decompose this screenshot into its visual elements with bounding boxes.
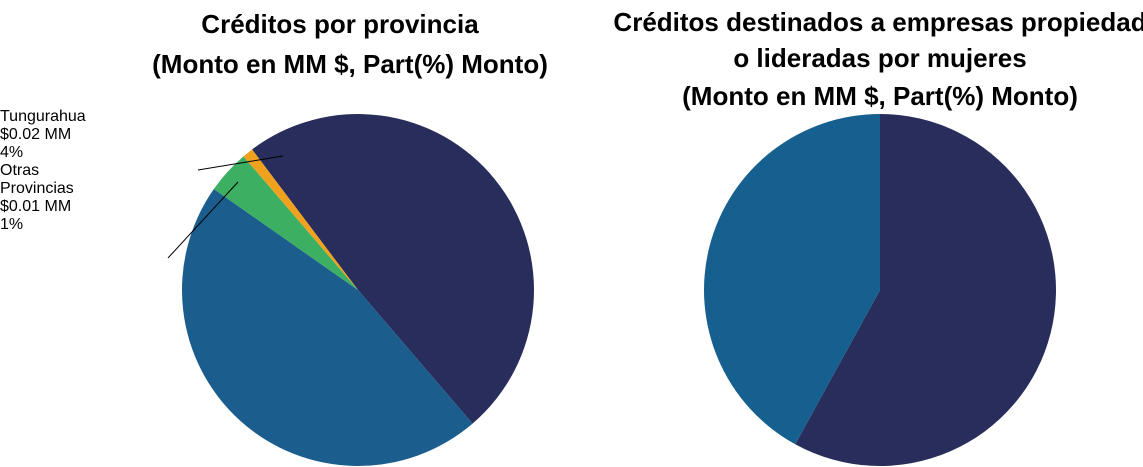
slice-label: Otras Provincias $0.01 MM 1%	[0, 162, 110, 234]
chart-subtitle: (Monto en MM $, Part(%) Monto)	[152, 49, 548, 79]
amount-label: $0.33 MM	[0, 262, 61, 317]
amount-label: $0.24 MM	[0, 374, 61, 429]
pie-slice	[181, 189, 473, 467]
percent-label: 46%	[0, 90, 33, 107]
leader-line	[167, 181, 239, 259]
leader-line	[197, 155, 284, 171]
amount-label: $0.02 MM	[0, 126, 72, 143]
pie-slice	[704, 114, 880, 445]
slice-label: Pichincha $0.28 MM 49%	[0, 0, 1143, 54]
slice-label: Si $0.33 MM 58%	[0, 234, 80, 346]
slice-label: Guayas $0.27 MM 46%	[0, 54, 1143, 108]
amount-label: $0.28 MM	[0, 18, 72, 35]
chart-title: Créditos por provincia	[201, 9, 479, 39]
percent-label: 49%	[0, 36, 33, 53]
category-label: Pichincha	[0, 0, 70, 17]
amount-label: $0.27 MM	[0, 72, 72, 89]
category-label: Otras Provincias	[0, 162, 74, 197]
percent-label: 1%	[0, 216, 24, 233]
pie-slice	[243, 149, 358, 290]
slice-label: Tungurahua $0.02 MM 4%	[0, 108, 1143, 162]
percent-label: 42%	[0, 430, 49, 457]
percent-label: 4%	[0, 144, 24, 161]
amount-label: $0.01 MM	[0, 198, 72, 215]
category-label: Guayas	[0, 54, 56, 71]
slice-label: No $0.24 MM 42%	[0, 346, 80, 458]
category-label: No	[0, 346, 32, 373]
chart-subtitle: (Monto en MM $, Part(%) Monto)	[682, 81, 1078, 111]
category-label: Si	[0, 234, 23, 261]
chart-title: Créditos destinados a empresas propiedad…	[613, 7, 1143, 73]
pie-slice	[252, 113, 535, 424]
percent-label: 58%	[0, 318, 49, 345]
pie-slice	[795, 114, 1056, 466]
category-label: Tungurahua	[0, 108, 86, 125]
pie-slice	[213, 156, 358, 290]
